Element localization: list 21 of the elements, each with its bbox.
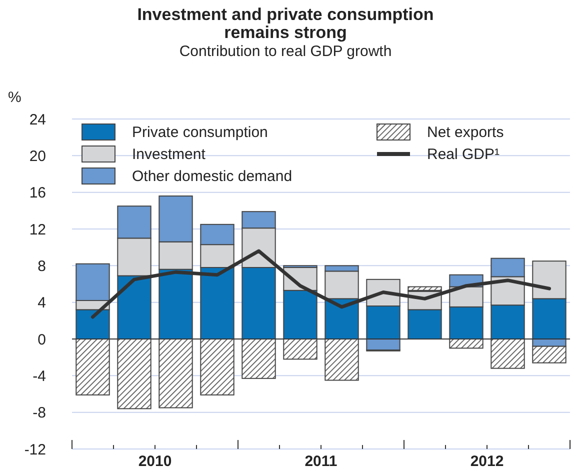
legend-label: Private consumption [132,124,268,141]
chart-subtitle: Contribution to real GDP growth [179,43,392,60]
x-tick-label: 2011 [304,453,338,470]
legend-label: Net exports [427,124,504,141]
legend-label: Real GDP¹ [427,146,500,163]
y-tick-label: 4 [38,294,46,312]
x-tick-label: 2010 [138,453,172,470]
y-axis-title: % [8,89,22,106]
legend-label: Other domestic demand [132,168,292,185]
y-tick-label: 20 [29,148,46,165]
y-tick-label: 8 [38,258,46,275]
y-tick-label: 12 [29,221,46,238]
y-tick-label: -4 [32,368,46,385]
chart-title: Investment and private consumption remains strong [137,5,434,42]
y-tick-label: 24 [29,111,46,128]
y-tick-label: 0 [38,331,46,348]
y-tick-label: -12 [24,441,46,458]
x-tick-label: 2012 [470,453,504,470]
y-tick-label: 16 [29,184,46,202]
legend-label: Investment [132,146,206,163]
y-tick-label: -8 [32,404,46,422]
